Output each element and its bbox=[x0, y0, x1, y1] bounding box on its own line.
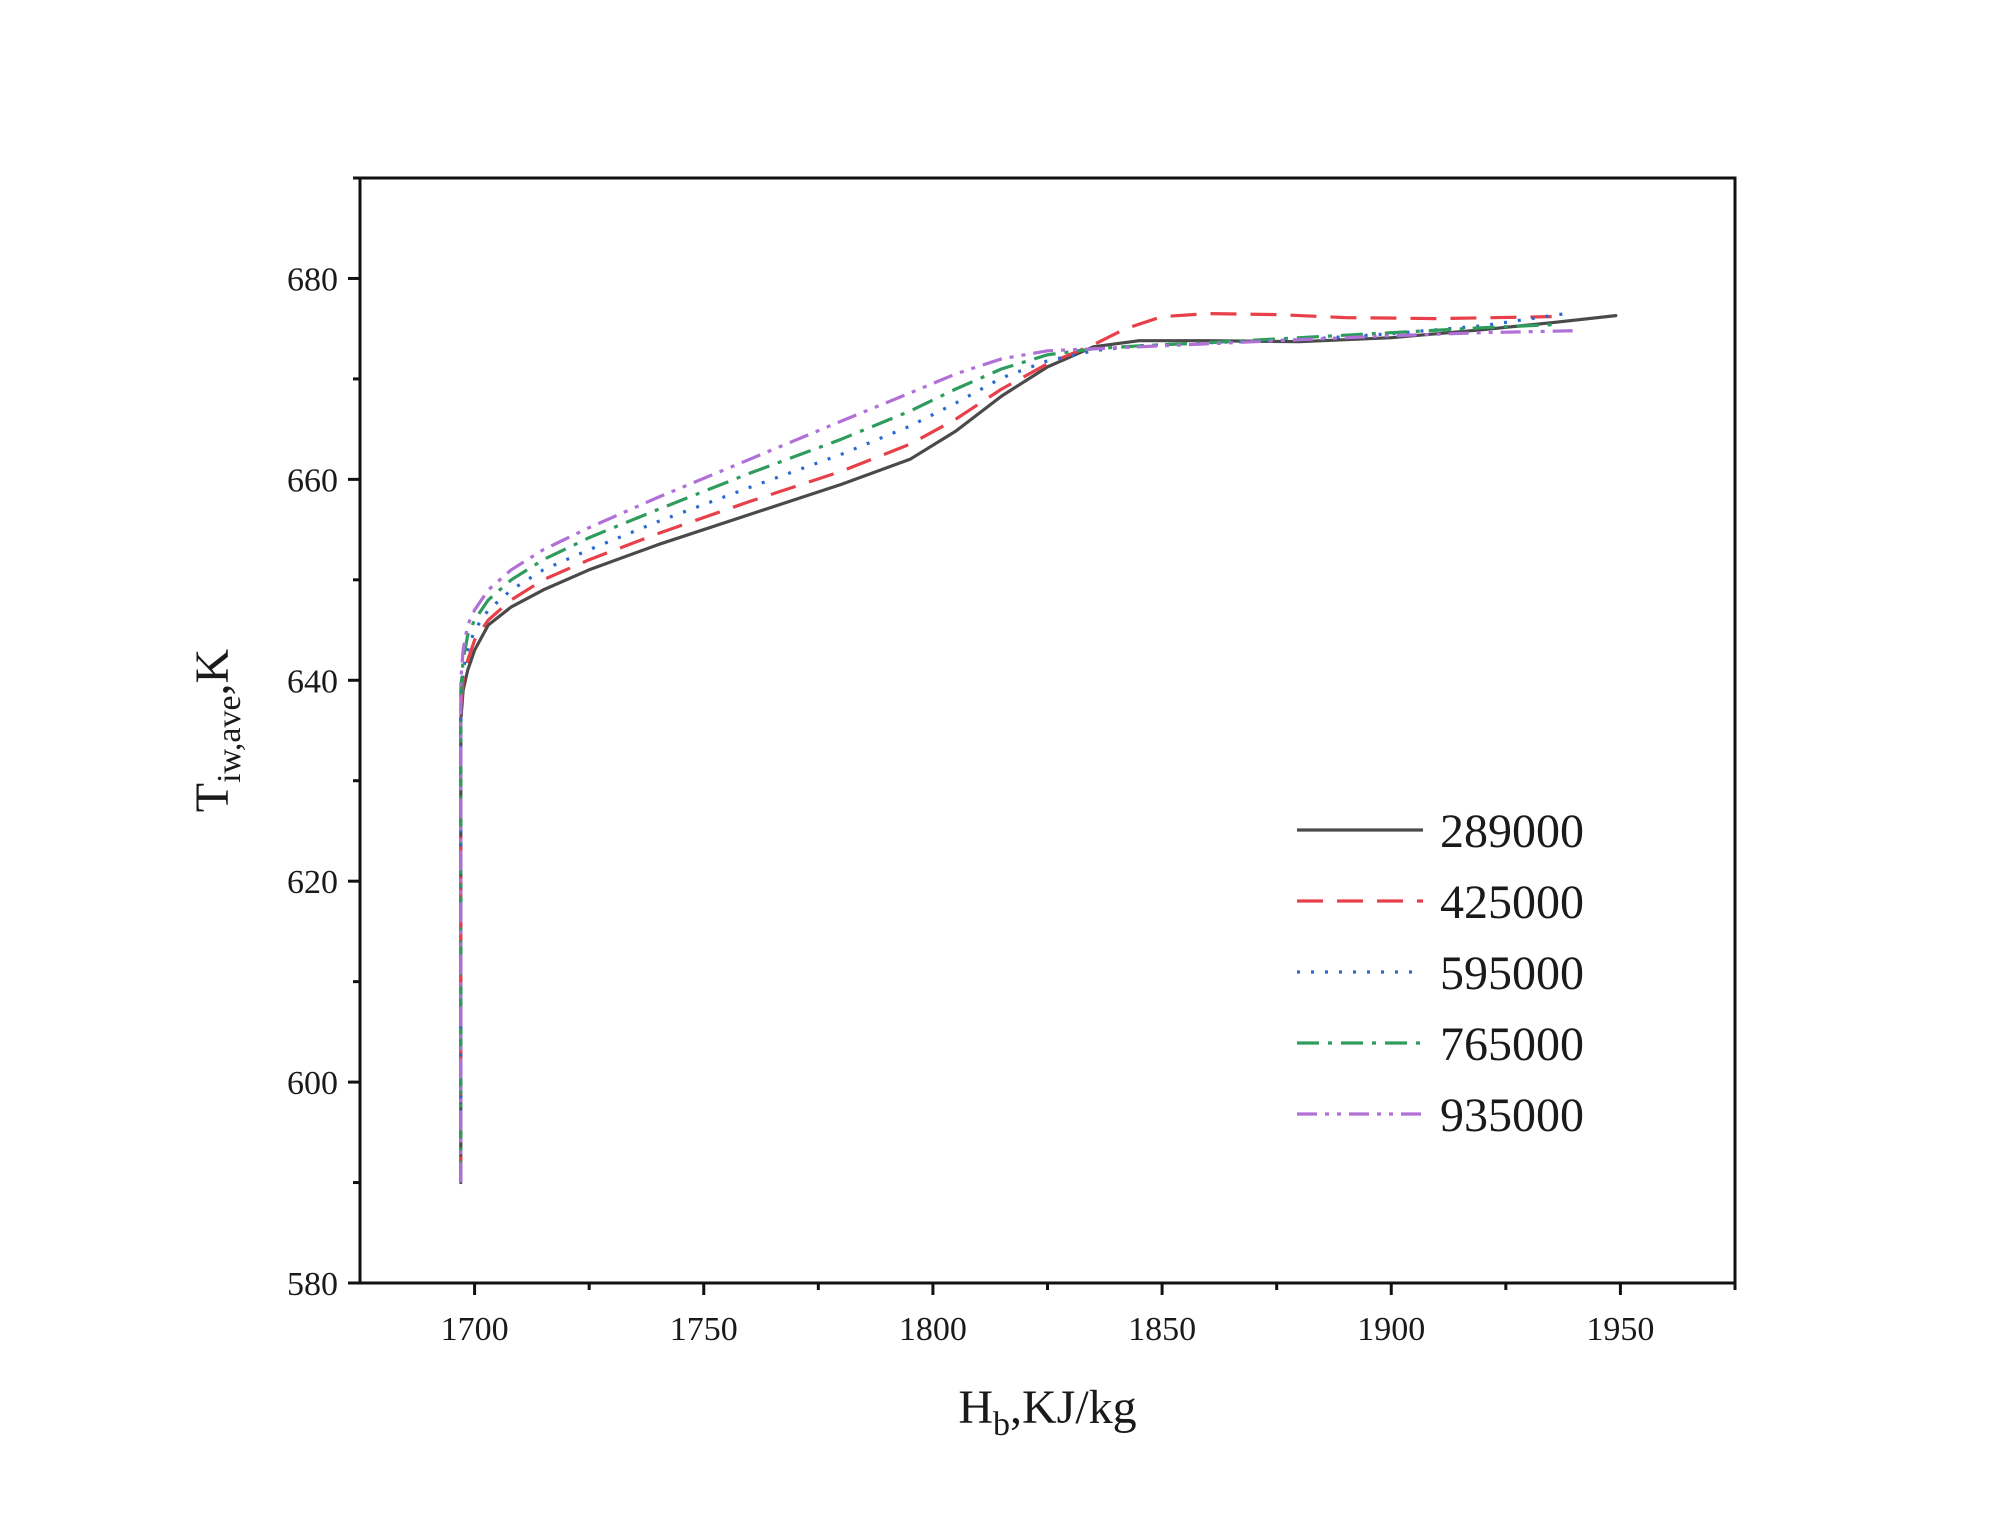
y-axis-title: Tiw,ave,K bbox=[186, 648, 248, 812]
legend: 289000 425000 595000 765000 935000 bbox=[1297, 805, 1584, 1142]
x-axis-title-rest: ,KJ/kg bbox=[1010, 1381, 1137, 1434]
x-tick-label: 1900 bbox=[1357, 1311, 1425, 1348]
legend-label-935000: 935000 bbox=[1440, 1089, 1584, 1142]
legend-label-289000: 289000 bbox=[1440, 805, 1584, 858]
series-line-935000 bbox=[459, 329, 1575, 1183]
x-axis-title: Hb,KJ/kg bbox=[958, 1381, 1136, 1443]
series-line-765000 bbox=[459, 323, 1552, 1183]
x-tick-label: 1950 bbox=[1586, 1311, 1654, 1348]
ticks-layer: 1700 1750 1800 1850 1900 1950 580 600 620 640 660 6… bbox=[287, 176, 1737, 1348]
x-axis-title-main: H bbox=[958, 1381, 993, 1434]
series-line-425000 bbox=[459, 312, 1552, 1183]
y-tick-label: 580 bbox=[287, 1266, 338, 1303]
legend-label-595000: 595000 bbox=[1440, 947, 1584, 1000]
x-tick-label: 1750 bbox=[670, 1311, 738, 1348]
series-line-595000 bbox=[459, 312, 1566, 1183]
x-tick-label: 1850 bbox=[1128, 1311, 1196, 1348]
y-tick-label: 640 bbox=[287, 663, 338, 700]
y-axis-title-sub: iw,ave bbox=[211, 695, 248, 782]
y-tick-label: 600 bbox=[287, 1065, 338, 1102]
x-axis-title-sub: b bbox=[993, 1406, 1010, 1443]
x-tick-label: 1700 bbox=[441, 1311, 509, 1348]
y-tick-label: 680 bbox=[287, 261, 338, 298]
y-tick-label: 660 bbox=[287, 462, 338, 499]
x-tick-label: 1800 bbox=[899, 1311, 967, 1348]
legend-label-425000: 425000 bbox=[1440, 876, 1584, 929]
y-axis-title-main: T bbox=[186, 783, 239, 812]
series-line-289000 bbox=[459, 314, 1618, 1185]
legend-label-765000: 765000 bbox=[1440, 1018, 1584, 1071]
y-axis-title-rest: ,K bbox=[186, 648, 239, 695]
y-tick-label: 620 bbox=[287, 864, 338, 901]
series-layer bbox=[459, 312, 1618, 1185]
